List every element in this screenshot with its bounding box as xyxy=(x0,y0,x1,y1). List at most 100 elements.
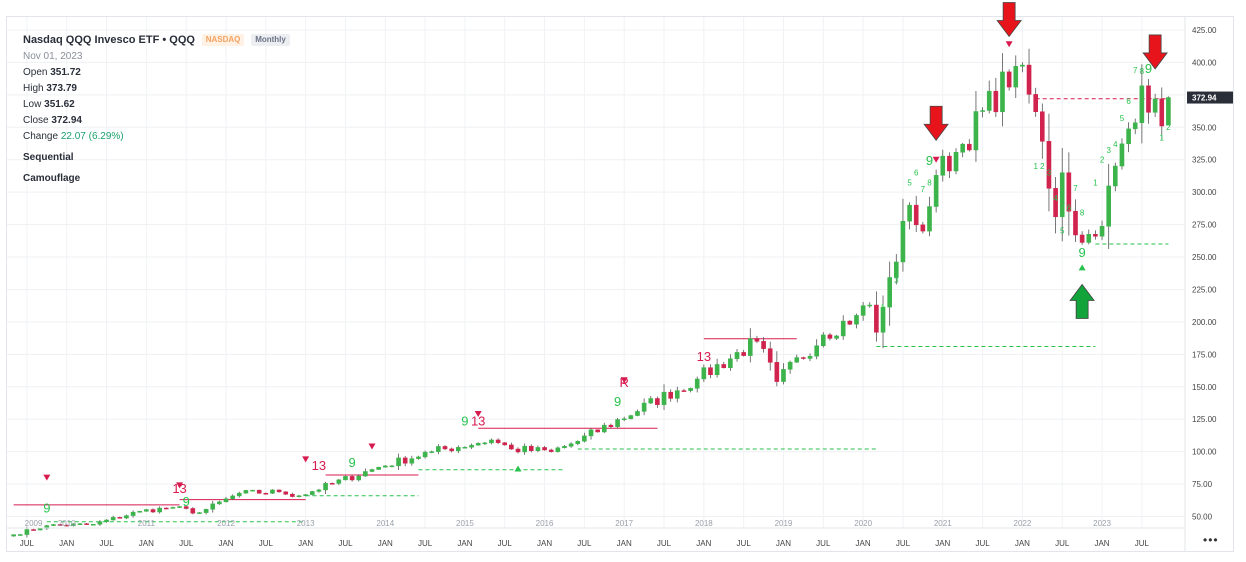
x-tick-label: JAN xyxy=(1094,539,1109,548)
year-label: 2017 xyxy=(615,519,633,528)
candle-body xyxy=(1079,234,1085,243)
x-tick-label: JUL xyxy=(1055,539,1070,548)
sequential-count-label: 1 xyxy=(1093,179,1098,188)
candle-body xyxy=(197,512,202,514)
candle-body xyxy=(276,489,282,493)
x-tick-label: JAN xyxy=(856,539,871,548)
candle-body xyxy=(37,528,43,531)
candle-body xyxy=(469,444,474,448)
sequential-count-label: 2 xyxy=(887,294,892,303)
candle-body xyxy=(84,523,89,525)
candle-body xyxy=(11,534,16,537)
candle-body xyxy=(177,506,182,508)
candle-body xyxy=(940,155,946,176)
candle-body xyxy=(309,491,315,495)
candle-body xyxy=(595,429,600,433)
candle-body xyxy=(787,361,793,370)
indicator-sequential[interactable]: Sequential xyxy=(23,152,74,163)
sequential-count-label: 3 xyxy=(1047,168,1052,177)
candle-body xyxy=(230,495,235,500)
candle-body xyxy=(130,511,136,516)
candle-body xyxy=(150,509,156,513)
indicator-camouflage[interactable]: Camouflage xyxy=(23,173,81,184)
sequential-count-label: 5 xyxy=(1060,227,1065,236)
x-tick-label: JAN xyxy=(457,539,472,548)
candle-body xyxy=(933,175,939,207)
sequential-count-label: 5 xyxy=(907,179,912,188)
candle-body xyxy=(960,143,965,153)
x-tick-label: JUL xyxy=(418,539,433,548)
candle-body xyxy=(270,489,275,494)
candle-body xyxy=(635,411,640,416)
candle-body xyxy=(893,261,899,278)
axes-layer: 425.00400.00375.00350.00325.00300.00275.… xyxy=(7,17,1233,551)
candle-body xyxy=(993,90,999,113)
candle-body xyxy=(190,508,196,514)
more-options-icon[interactable]: ••• xyxy=(1203,533,1219,547)
candle-body xyxy=(489,439,494,444)
y-tick-label: 325.00 xyxy=(1192,156,1217,165)
y-tick-label: 175.00 xyxy=(1192,350,1217,359)
green-up-arrow xyxy=(1069,283,1095,319)
candle-body xyxy=(97,521,103,525)
candle-body xyxy=(402,457,408,464)
candle-body xyxy=(608,424,614,427)
candle-body xyxy=(349,476,355,481)
candle-body xyxy=(1059,172,1065,218)
candle-body xyxy=(767,348,773,363)
candle-body xyxy=(455,447,461,452)
candle-body xyxy=(548,449,554,452)
x-tick-label: JAN xyxy=(935,539,950,548)
y-tick-label: 225.00 xyxy=(1192,285,1217,294)
candle-body xyxy=(588,429,594,437)
candle-body xyxy=(880,306,886,333)
candle-body xyxy=(1113,165,1118,187)
high-value: 373.79 xyxy=(46,83,77,94)
candle-body xyxy=(674,390,680,399)
candle-body xyxy=(973,111,979,151)
year-label: 2013 xyxy=(297,519,315,528)
candle-body xyxy=(110,517,116,521)
y-tick-label: 250.00 xyxy=(1192,253,1217,262)
candle-body xyxy=(1139,85,1145,124)
sequential-count-label: 4 xyxy=(1053,194,1058,203)
candles-layer[interactable] xyxy=(11,48,1171,538)
candle-body xyxy=(754,338,760,342)
candle-body xyxy=(124,515,129,519)
year-label: 2018 xyxy=(695,519,713,528)
candle-body xyxy=(376,466,381,470)
high-label: High xyxy=(23,83,44,94)
candle-body xyxy=(57,524,63,526)
candle-body xyxy=(721,364,727,368)
period-badge[interactable]: Monthly xyxy=(251,34,290,46)
candle-body xyxy=(157,507,162,513)
sequential-count-label: 2 xyxy=(1100,155,1105,164)
candle-body xyxy=(747,338,753,356)
open-label: Open xyxy=(23,67,48,78)
candle-body xyxy=(655,398,660,405)
candle-body xyxy=(203,509,209,513)
y-tick-label: 100.00 xyxy=(1192,448,1217,457)
candle-body xyxy=(449,448,454,452)
perfection-down-triangle xyxy=(176,482,184,489)
x-tick-label: JAN xyxy=(617,539,632,548)
x-tick-label: JAN xyxy=(537,539,552,548)
sequential-count-label: 7 xyxy=(1133,66,1138,75)
x-tick-label: JUL xyxy=(975,539,990,548)
sequential-count-label: 4 xyxy=(901,224,906,233)
candle-body xyxy=(860,305,866,316)
sequential-count-label: 13 xyxy=(312,458,326,473)
candle-body xyxy=(90,524,96,526)
candle-body xyxy=(1119,143,1125,167)
year-label: 2015 xyxy=(456,519,474,528)
candle-body xyxy=(980,110,985,112)
year-label: 2020 xyxy=(854,519,872,528)
candle-body xyxy=(628,415,634,420)
candle-body xyxy=(701,367,707,380)
candle-body xyxy=(601,424,607,433)
sequential-count-label: 7 xyxy=(921,185,926,194)
candle-body xyxy=(250,489,255,492)
change-value: 22.07 (6.29%) xyxy=(60,131,124,142)
candle-body xyxy=(834,335,839,339)
